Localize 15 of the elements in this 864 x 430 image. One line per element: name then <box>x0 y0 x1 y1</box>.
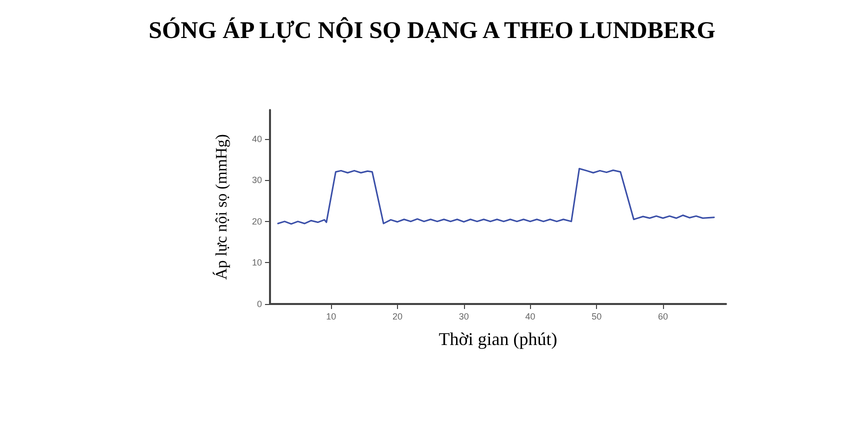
y-tick-label: 10 <box>252 258 262 268</box>
x-tick-label: 50 <box>592 312 602 322</box>
y-tick-label: 0 <box>256 299 262 309</box>
x-tick-label: 20 <box>392 312 402 322</box>
x-tick-label: 40 <box>525 312 536 322</box>
y-tick-label: 40 <box>252 134 262 144</box>
line-series <box>277 168 715 225</box>
x-tick-label: 30 <box>458 312 469 322</box>
chart-title: SÓNG ÁP LỰC NỘI SỌ DẠNG A THEO LUNDBERG <box>148 17 716 44</box>
x-tick-label: 60 <box>658 312 668 322</box>
x-tick-label: 10 <box>326 312 336 322</box>
y-tick-label: 30 <box>252 175 262 186</box>
x-axis-title: Thời gian (phút) <box>438 329 558 349</box>
y-axis-title: Áp lực nội sọ (mmHg) <box>212 134 230 280</box>
y-tick-label: 20 <box>252 216 262 226</box>
